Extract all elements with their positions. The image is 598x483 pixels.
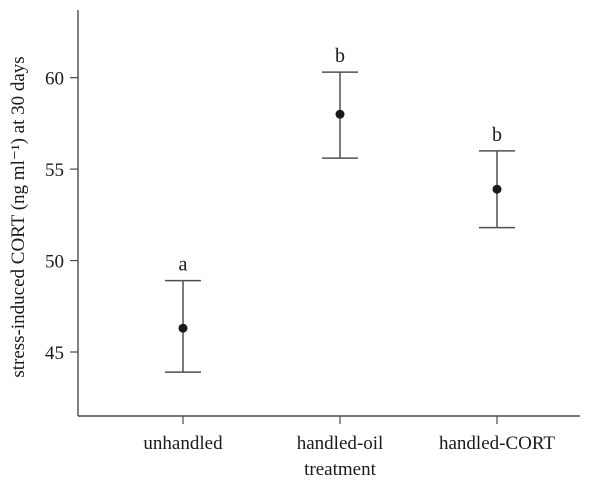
y-tick-label: 55 <box>45 160 64 181</box>
significance-label: b <box>492 124 502 146</box>
x-tick-label: handled-oil <box>297 433 384 454</box>
y-axis: 45 50 55 60 <box>45 10 79 416</box>
significance-label: a <box>179 254 188 276</box>
data-marks: a b b <box>165 45 515 373</box>
data-point <box>335 109 345 119</box>
y-tick-label: 45 <box>45 343 64 364</box>
significance-label: b <box>335 45 345 67</box>
y-tick-label: 50 <box>45 252 64 273</box>
errorbar-group: a <box>165 254 201 373</box>
x-tick-label: unhandled <box>143 433 223 454</box>
errorbar-group: b <box>479 124 515 229</box>
x-axis-title: treatment <box>304 459 376 480</box>
y-ticks: 45 50 55 60 <box>45 69 78 364</box>
y-tick-label: 60 <box>45 69 64 90</box>
data-point <box>178 323 188 333</box>
x-axis: unhandled handled-oil handled-CORT <box>78 415 580 454</box>
x-tick-label: handled-CORT <box>439 433 555 454</box>
x-ticks: unhandled handled-oil handled-CORT <box>143 416 555 454</box>
data-point <box>492 184 502 194</box>
y-axis-title: stress-induced CORT (ng ml⁻¹) at 30 days <box>8 56 29 377</box>
errorbar-group: b <box>322 45 358 159</box>
